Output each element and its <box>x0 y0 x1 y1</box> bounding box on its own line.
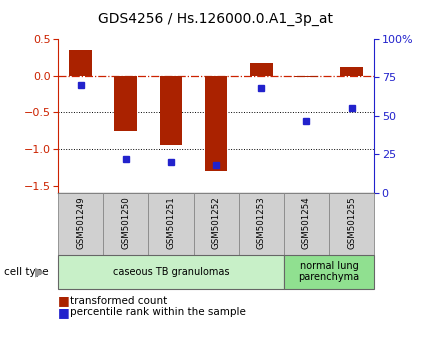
Bar <box>295 76 318 77</box>
Text: ■: ■ <box>58 295 70 307</box>
Text: percentile rank within the sample: percentile rank within the sample <box>70 307 246 317</box>
Bar <box>329 193 374 255</box>
Bar <box>284 193 329 255</box>
Text: GSM501250: GSM501250 <box>121 196 130 249</box>
Bar <box>103 193 148 255</box>
Text: caseous TB granulomas: caseous TB granulomas <box>113 267 229 277</box>
Text: ▶: ▶ <box>35 265 45 278</box>
Bar <box>284 255 374 289</box>
Text: cell type: cell type <box>4 267 49 277</box>
Bar <box>148 193 194 255</box>
Bar <box>160 76 182 145</box>
Bar <box>239 193 284 255</box>
Bar <box>250 63 273 76</box>
Text: GSM501255: GSM501255 <box>347 196 356 249</box>
Text: GSM501254: GSM501254 <box>302 196 311 249</box>
Text: GSM501253: GSM501253 <box>257 196 266 249</box>
Text: normal lung
parenchyma: normal lung parenchyma <box>298 261 359 282</box>
Bar <box>58 255 284 289</box>
Bar <box>69 50 92 76</box>
Bar <box>114 76 137 131</box>
Text: GSM501249: GSM501249 <box>76 196 85 249</box>
Text: GDS4256 / Hs.126000.0.A1_3p_at: GDS4256 / Hs.126000.0.A1_3p_at <box>98 12 332 27</box>
Text: GSM501252: GSM501252 <box>212 196 221 249</box>
Bar <box>58 193 103 255</box>
Text: ■: ■ <box>58 306 70 319</box>
Text: GSM501251: GSM501251 <box>166 196 175 249</box>
Text: transformed count: transformed count <box>70 296 167 306</box>
Bar <box>205 76 227 171</box>
Bar <box>340 67 363 76</box>
Bar <box>194 193 239 255</box>
